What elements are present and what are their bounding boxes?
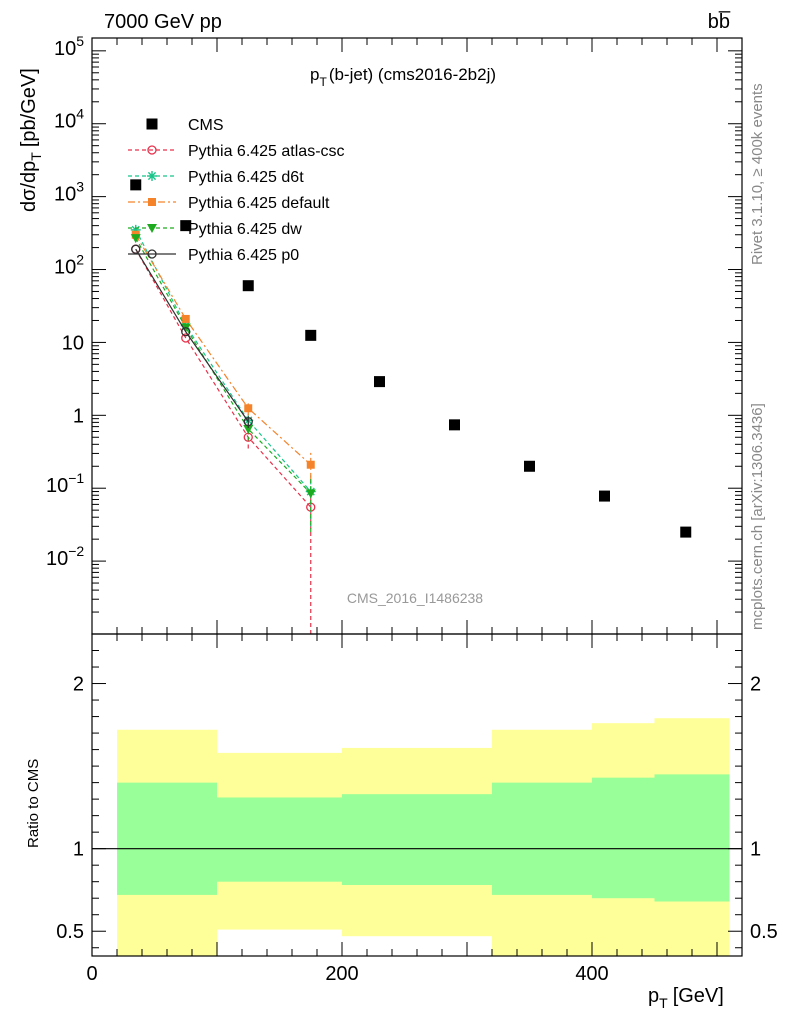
- ratio-inner-band-1: [217, 797, 342, 882]
- cms-point-8: [680, 526, 692, 538]
- svg-text:pT(b-jet) (cms2016-2b2j): pT (b-jet) (cms2016-2b2j): [310, 65, 496, 89]
- x-tick-label-2: 400: [575, 963, 608, 985]
- y-tick-label-7: 10−2: [46, 543, 84, 570]
- series-point-dw-2: [243, 424, 254, 434]
- ratio-inner-band-3: [492, 782, 592, 895]
- legend-item-cms: CMS: [146, 117, 224, 134]
- y-tick-label-2: 103: [54, 179, 84, 206]
- legend-item-dw: Pythia 6.425 dw: [128, 221, 302, 238]
- cms-point-4: [374, 376, 385, 388]
- x-axis-label-sub: T: [659, 995, 668, 1011]
- legend-item-d6t: Pythia 6.425 d6t: [128, 169, 304, 186]
- y-tick-label-3: 102: [54, 252, 84, 279]
- y-tick-label-4: 10: [62, 332, 84, 354]
- ratio-inner-band-4: [592, 777, 655, 899]
- energy-label: 7000 GeV pp: [104, 11, 222, 33]
- legend-item-p0: Pythia 6.425 p0: [128, 247, 299, 264]
- plot-title-sub: T: [319, 75, 327, 89]
- cms-point-5: [449, 419, 460, 431]
- y-tick-label-1: 104: [54, 106, 84, 133]
- series-line-default: [135, 234, 312, 466]
- cms-point-2: [242, 280, 254, 292]
- plot-title-main: p: [310, 65, 319, 84]
- y-axis-label-sub: T: [28, 152, 44, 161]
- process-label: bb̅: [708, 10, 731, 33]
- plot-title-rest: (b-jet) (cms2016-2b2j): [329, 65, 496, 84]
- cms-point-7: [599, 490, 610, 502]
- ratio-inner-band-5: [654, 774, 730, 902]
- legend-marker-atlas_csc: [147, 145, 157, 155]
- legend-marker-p0: [147, 249, 157, 259]
- series-point-default-2: [244, 404, 253, 413]
- ratio-bands: [92, 718, 742, 956]
- legend-marker-default: [148, 198, 156, 206]
- plot-title: pT (b-jet) (cms2016-2b2j): [310, 65, 496, 89]
- y-tick-label-6: 10−1: [46, 470, 84, 497]
- series-line-dw: [135, 237, 312, 494]
- legend-label-atlas_csc: Pythia 6.425 atlas-csc: [188, 143, 345, 160]
- ratio-tick-label-right-0: 0.5: [750, 921, 778, 943]
- y-axis-label-unit: [pb/GeV]: [18, 68, 40, 147]
- series-point-dw-0: [130, 234, 141, 244]
- ratio-tick-label-right-1: 1: [750, 839, 761, 861]
- rivet-label: Rivet 3.1.10, ≥ 400k events: [749, 83, 766, 265]
- x-tick-label-0: 0: [86, 963, 97, 985]
- legend-marker-cms: [146, 118, 158, 130]
- series-point-p0-1: [181, 327, 191, 337]
- x-axis-label-main: p: [648, 985, 659, 1007]
- series-point-p0-2: [243, 416, 253, 427]
- cms-point-0: [130, 179, 142, 191]
- cms-point-6: [524, 460, 535, 472]
- series-line-atlas_csc: [135, 248, 312, 508]
- cms-point-1: [180, 220, 192, 232]
- cms-point-3: [305, 329, 317, 341]
- ratio-inner-band-2: [342, 794, 492, 885]
- legend-marker-d6t: [147, 171, 157, 181]
- legend-label-p0: Pythia 6.425 p0: [188, 247, 299, 264]
- ratio-inner-band-0: [117, 782, 217, 895]
- series-line-d6t: [135, 229, 312, 492]
- x-tick-label-1: 200: [325, 963, 358, 985]
- y-tick-label-0: 105: [54, 33, 84, 60]
- x-axis-label: pT [GeV]: [648, 985, 724, 1011]
- ratio-tick-label-left-2: 2: [73, 674, 84, 696]
- watermark: CMS_2016_I1486238: [347, 590, 483, 606]
- series-point-default-1: [181, 314, 190, 323]
- y-tick-label-5: 1: [73, 405, 84, 427]
- y-axis-label-main: dσ/dp: [18, 161, 40, 212]
- main-series: [130, 179, 692, 634]
- series-point-dw-3: [305, 489, 316, 499]
- legend-item-atlas_csc: Pythia 6.425 atlas-csc: [128, 143, 345, 160]
- legend: CMS Pythia 6.425 atlas-csc Pythia 6.425 d6…: [128, 117, 345, 264]
- x-axis-label-unit: [GeV]: [673, 985, 724, 1007]
- legend-label-default: Pythia 6.425 default: [188, 195, 330, 212]
- legend-item-default: Pythia 6.425 default: [128, 195, 330, 212]
- ratio-tick-label-left-1: 1: [73, 839, 84, 861]
- legend-marker-dw: [147, 224, 157, 233]
- legend-label-dw: Pythia 6.425 dw: [188, 221, 302, 238]
- svg-text:dσ/dpT[pb/GeV]: dσ/dpT [pb/GeV]: [18, 68, 44, 212]
- series-point-default-3: [306, 460, 315, 469]
- legend-label-cms: CMS: [188, 117, 224, 134]
- y-axis-label: dσ/dpT [pb/GeV]: [18, 68, 44, 212]
- ratio-y-axis-label: Ratio to CMS: [25, 759, 42, 848]
- svg-text:pT[GeV]: pT [GeV]: [648, 985, 724, 1011]
- series-line-p0: [135, 248, 249, 422]
- mcplots-label: mcplots.cern.ch [arXiv:1306.3436]: [749, 403, 766, 630]
- legend-label-d6t: Pythia 6.425 d6t: [188, 169, 304, 186]
- ratio-tick-label-left-0: 0.5: [56, 921, 84, 943]
- ratio-tick-label-right-2: 2: [750, 674, 761, 696]
- series-point-p0-0: [131, 244, 141, 254]
